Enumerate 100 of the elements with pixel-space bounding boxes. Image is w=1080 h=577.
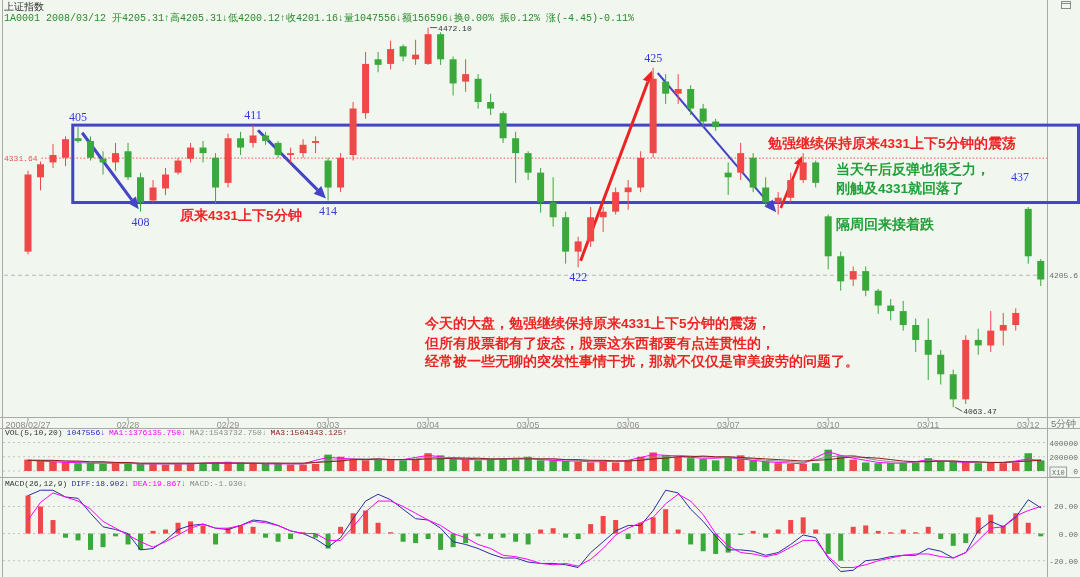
annotation: 422 bbox=[569, 270, 588, 285]
bar bbox=[900, 529, 906, 534]
candlestick bbox=[612, 187, 620, 215]
bar bbox=[699, 458, 707, 471]
candlestick bbox=[387, 40, 395, 71]
bar bbox=[786, 463, 795, 471]
y-tick-label: 0.00 bbox=[1058, 529, 1079, 539]
bar bbox=[25, 495, 31, 534]
annotation: 勉强继续保持原来4331上下5分钟的震荡 bbox=[767, 136, 1016, 152]
bar bbox=[711, 460, 720, 471]
candlestick bbox=[687, 84, 695, 116]
bar bbox=[611, 462, 620, 471]
candlestick bbox=[999, 312, 1007, 346]
candlestick bbox=[512, 131, 520, 184]
candlestick bbox=[662, 73, 670, 105]
y-tick-label: 400000 bbox=[1049, 438, 1079, 448]
bar bbox=[788, 520, 794, 534]
bar bbox=[88, 533, 94, 550]
bar bbox=[763, 533, 769, 538]
bar bbox=[49, 461, 57, 471]
candlestick bbox=[237, 131, 245, 156]
bar bbox=[449, 458, 457, 471]
bar bbox=[461, 459, 470, 471]
bar bbox=[99, 463, 107, 471]
bar bbox=[925, 526, 931, 534]
bar bbox=[825, 533, 831, 554]
bar bbox=[200, 525, 206, 534]
bar bbox=[775, 529, 781, 534]
candlestick bbox=[37, 161, 45, 191]
bar bbox=[938, 533, 944, 540]
bar bbox=[38, 506, 44, 534]
bar bbox=[1025, 522, 1031, 534]
bar bbox=[950, 533, 956, 546]
candlestick bbox=[249, 124, 257, 149]
bar bbox=[750, 530, 756, 534]
bar bbox=[411, 459, 420, 471]
bar bbox=[700, 533, 706, 552]
bar bbox=[1037, 460, 1045, 471]
bar bbox=[413, 533, 419, 544]
bar bbox=[875, 530, 881, 534]
text: MA2:1543732.750↓ bbox=[189, 428, 267, 437]
bar bbox=[363, 510, 369, 534]
bar bbox=[374, 459, 382, 471]
annotation: 425 bbox=[644, 50, 663, 65]
candlestick bbox=[899, 300, 907, 332]
bar bbox=[338, 526, 344, 534]
candlestick bbox=[937, 349, 945, 386]
bar bbox=[999, 463, 1007, 471]
bar bbox=[425, 533, 431, 540]
candlestick bbox=[862, 266, 870, 297]
bar bbox=[813, 529, 819, 534]
bar bbox=[400, 533, 406, 542]
bar bbox=[811, 463, 820, 471]
ref-line-label: 4331.64 bbox=[4, 154, 38, 164]
bar bbox=[799, 463, 807, 471]
bar bbox=[399, 460, 407, 471]
y-tick-label: -20.00 bbox=[1049, 556, 1079, 566]
bar bbox=[863, 525, 869, 534]
candlestick bbox=[162, 167, 170, 196]
x-tick-label: 03/06 bbox=[616, 419, 640, 430]
bar bbox=[349, 459, 357, 471]
bar bbox=[288, 533, 294, 540]
x-tick-label: 03/03 bbox=[316, 419, 340, 430]
candlestick bbox=[849, 266, 857, 287]
bar bbox=[299, 464, 307, 471]
chart-title: VOL(5,10,20) bbox=[5, 428, 63, 437]
candlestick bbox=[762, 176, 770, 208]
candlestick bbox=[199, 140, 207, 163]
annotation: 4472.10 bbox=[438, 23, 472, 33]
bar bbox=[250, 526, 256, 534]
annotation: 原来4331上下5分钟 bbox=[179, 208, 302, 223]
bar bbox=[536, 460, 545, 471]
candlestick bbox=[574, 236, 582, 268]
bar bbox=[963, 533, 969, 544]
bar bbox=[311, 463, 320, 471]
candlestick bbox=[462, 58, 470, 93]
candlestick bbox=[987, 310, 995, 353]
bar bbox=[588, 524, 594, 534]
annotation: 405 bbox=[69, 110, 88, 125]
annotation: 但所有股票都有了疲态，股票这东西都要有点连贯性的， bbox=[424, 335, 775, 351]
bar bbox=[100, 533, 106, 548]
annotation: 437 bbox=[1011, 170, 1029, 184]
x-tick-label: 02/28 bbox=[116, 419, 140, 430]
chart-subtitle: 1A0001 2008/03/12 开4205.31↑高4205.31↓低4200.12↑收4201.16↓量1047556↓额156596↓换0.00% 振0.12% 涨(-4.45)-0.11% bbox=[4, 12, 635, 24]
bar bbox=[513, 533, 519, 542]
annotation: 408 bbox=[131, 214, 150, 229]
bar bbox=[375, 522, 381, 534]
annotation: 414 bbox=[319, 203, 338, 218]
candlestick bbox=[1037, 258, 1045, 287]
bar bbox=[974, 463, 982, 471]
bar bbox=[874, 463, 882, 471]
x-tick-label: 2008/02/27 bbox=[5, 419, 51, 430]
bar bbox=[674, 456, 682, 471]
candlestick bbox=[812, 160, 820, 189]
bar bbox=[1011, 462, 1020, 471]
bar bbox=[24, 459, 32, 471]
candlestick bbox=[1012, 307, 1020, 332]
candlestick bbox=[874, 288, 882, 315]
annotation: 今天的大盘，勉强继续保持原来4331上下5分钟的震荡， bbox=[424, 316, 771, 331]
x-tick-label: 03/07 bbox=[716, 419, 740, 430]
